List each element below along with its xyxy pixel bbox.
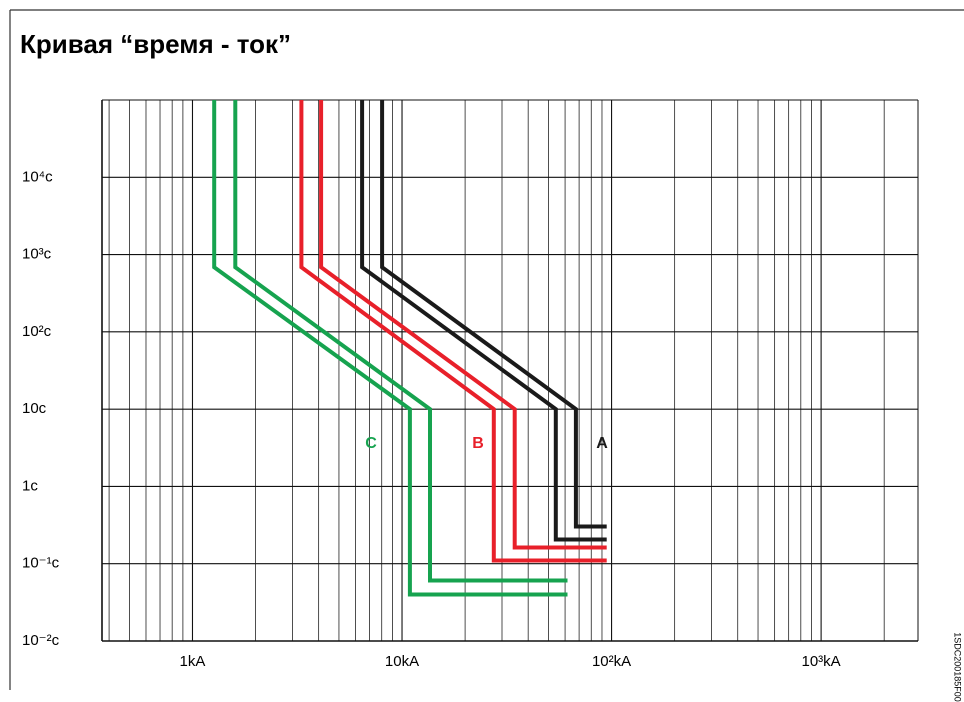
x-tick-label: 10³kA — [802, 653, 841, 670]
curve — [212, 100, 568, 597]
x-tick-label: 10kA — [385, 653, 419, 670]
y-tick-label: 10⁻²c — [22, 632, 60, 649]
y-tick-label: 10⁻¹c — [22, 555, 60, 572]
curve — [360, 100, 607, 542]
y-tick-label: 10³c — [22, 246, 52, 263]
curve — [299, 100, 607, 563]
y-tick-label: 10c — [22, 400, 47, 417]
chart-title: Кривая “время - ток” — [20, 29, 291, 59]
y-tick-label: 1c — [22, 477, 38, 494]
figure-code: 1SDC200185F0001 — [953, 632, 963, 702]
y-tick-label: 10⁴c — [22, 168, 53, 185]
x-tick-label: 10²kA — [592, 653, 631, 670]
curve — [319, 100, 607, 550]
curve — [380, 100, 607, 529]
curve — [233, 100, 568, 583]
y-tick-label: 10²c — [22, 323, 52, 340]
x-tick-label: 1kA — [180, 653, 206, 670]
curve-label: A — [596, 435, 608, 452]
curve-label: C — [365, 435, 377, 452]
curve-label: B — [472, 435, 484, 452]
